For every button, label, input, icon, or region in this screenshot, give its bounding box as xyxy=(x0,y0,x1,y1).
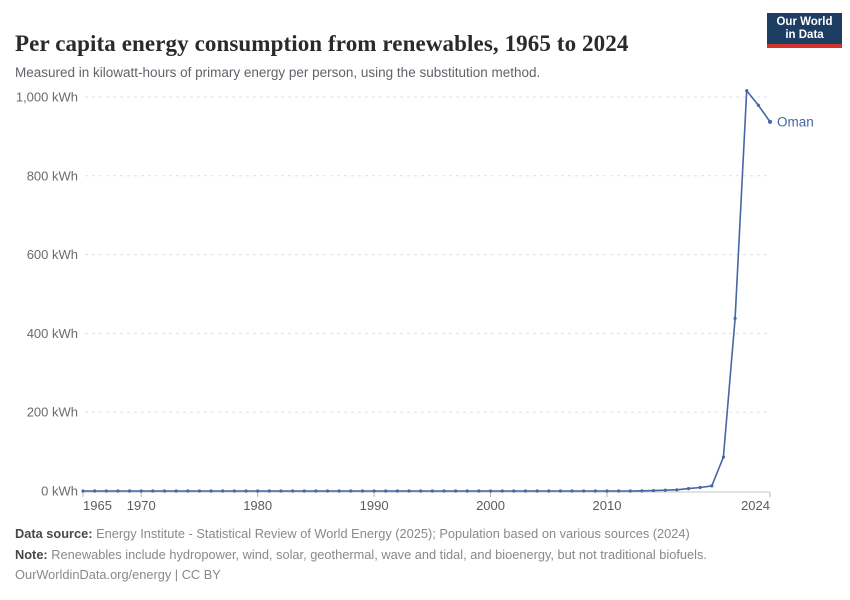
data-point[interactable] xyxy=(651,489,656,493)
data-point[interactable] xyxy=(698,485,702,490)
data-point[interactable] xyxy=(535,489,539,493)
data-point[interactable] xyxy=(430,489,434,493)
y-tick-label: 600 kWh xyxy=(27,247,78,262)
data-point[interactable] xyxy=(384,489,388,493)
x-tick-label: 1990 xyxy=(360,498,389,513)
owid-logo-line2: in Data xyxy=(785,28,824,41)
datasource-line: Data source: Energy Institute - Statisti… xyxy=(15,524,815,545)
x-tick-label: 2010 xyxy=(593,498,622,513)
y-tick-label: 0 kWh xyxy=(41,484,78,499)
note-label: Note: xyxy=(15,546,48,562)
data-point[interactable] xyxy=(686,487,691,491)
data-point[interactable] xyxy=(162,489,167,493)
data-point[interactable] xyxy=(570,489,574,493)
data-point[interactable] xyxy=(407,489,411,493)
data-point[interactable] xyxy=(593,489,597,493)
data-point[interactable] xyxy=(302,489,306,493)
data-point[interactable] xyxy=(465,489,469,493)
x-tick-label: 2024 xyxy=(741,498,770,513)
data-point[interactable] xyxy=(721,455,726,459)
owid-logo-box: Our World in Data xyxy=(767,13,842,44)
y-tick-label: 800 kWh xyxy=(27,168,78,183)
data-point[interactable] xyxy=(500,489,504,493)
data-point[interactable] xyxy=(745,89,749,93)
data-point[interactable] xyxy=(197,489,202,493)
data-point[interactable] xyxy=(174,489,178,493)
data-point[interactable] xyxy=(756,103,760,107)
owid-energy-link[interactable]: OurWorldinData.org/energy xyxy=(15,567,172,582)
chart-footer: Data source: Energy Institute - Statisti… xyxy=(15,524,815,586)
data-point[interactable] xyxy=(675,488,679,492)
data-point[interactable] xyxy=(419,489,423,493)
data-point[interactable] xyxy=(221,489,225,493)
license-separator: | xyxy=(171,567,182,582)
data-point[interactable] xyxy=(617,489,621,493)
data-point[interactable] xyxy=(337,489,341,493)
data-point[interactable] xyxy=(488,489,493,493)
owid-logo[interactable]: Our World in Data xyxy=(767,13,842,49)
datasource-text: Energy Institute - Statistical Review of… xyxy=(92,526,690,541)
datasource-label: Data source: xyxy=(15,526,93,541)
data-point[interactable] xyxy=(104,489,108,493)
data-point[interactable] xyxy=(360,489,365,493)
data-point[interactable] xyxy=(232,489,236,493)
data-point[interactable] xyxy=(139,489,143,493)
data-point[interactable] xyxy=(244,489,248,493)
data-point[interactable] xyxy=(442,489,446,493)
license-line: OurWorldinData.org/energy | CC BY xyxy=(15,565,815,586)
data-point[interactable] xyxy=(372,489,376,493)
data-point[interactable] xyxy=(582,489,586,493)
data-point[interactable] xyxy=(640,489,644,493)
data-point[interactable] xyxy=(523,489,528,493)
owid-logo-line1: Our World xyxy=(776,15,833,28)
data-point[interactable] xyxy=(454,489,458,493)
data-point[interactable] xyxy=(605,489,609,493)
data-point[interactable] xyxy=(127,489,132,493)
note-line: Note: Renewables include hydropower, win… xyxy=(15,545,815,566)
data-point[interactable] xyxy=(395,489,399,493)
owid-logo-stripe xyxy=(767,44,842,48)
x-tick-label: 1965 xyxy=(83,498,112,513)
data-point[interactable] xyxy=(349,489,353,493)
data-point[interactable] xyxy=(558,489,563,493)
data-point[interactable] xyxy=(279,489,283,493)
note-text: Renewables include hydropower, wind, sol… xyxy=(47,546,707,562)
data-point[interactable] xyxy=(314,489,318,493)
data-point[interactable] xyxy=(547,489,551,493)
data-point[interactable] xyxy=(733,316,737,321)
data-point[interactable] xyxy=(325,489,330,493)
data-point[interactable] xyxy=(81,489,85,493)
data-point[interactable] xyxy=(290,489,295,493)
data-point[interactable] xyxy=(93,489,97,493)
page-title: Per capita energy consumption from renew… xyxy=(15,31,629,57)
data-point[interactable] xyxy=(628,489,632,493)
data-point[interactable] xyxy=(512,489,516,493)
x-tick-label: 1970 xyxy=(127,498,156,513)
chart-subtitle: Measured in kilowatt-hours of primary en… xyxy=(15,64,541,80)
data-point[interactable] xyxy=(186,489,190,493)
x-tick-label: 1980 xyxy=(243,498,272,513)
chart-canvas: 0 kWh 200 kWh 400 kWh 600 kWh 800 kWh 1,000 k… xyxy=(16,89,814,513)
data-point[interactable] xyxy=(256,489,260,493)
data-point[interactable] xyxy=(767,119,773,124)
y-tick-label: 1,000 kWh xyxy=(16,90,78,105)
data-point[interactable] xyxy=(209,489,213,493)
data-point[interactable] xyxy=(710,484,714,488)
cc-by-link[interactable]: CC BY xyxy=(181,567,221,582)
data-point[interactable] xyxy=(151,489,155,493)
y-tick-label: 200 kWh xyxy=(27,405,78,420)
data-point[interactable] xyxy=(477,489,481,493)
data-point[interactable] xyxy=(663,488,667,492)
series-end-label[interactable]: Oman xyxy=(777,114,814,129)
data-point[interactable] xyxy=(116,489,120,493)
data-point[interactable] xyxy=(267,489,271,493)
x-tick-label: 2000 xyxy=(476,498,505,513)
series-line-oman[interactable] xyxy=(83,89,771,492)
y-tick-label: 400 kWh xyxy=(27,326,78,341)
plot-area: 0 kWh 200 kWh 400 kWh 600 kWh 800 kWh 1,000 k… xyxy=(0,70,850,520)
